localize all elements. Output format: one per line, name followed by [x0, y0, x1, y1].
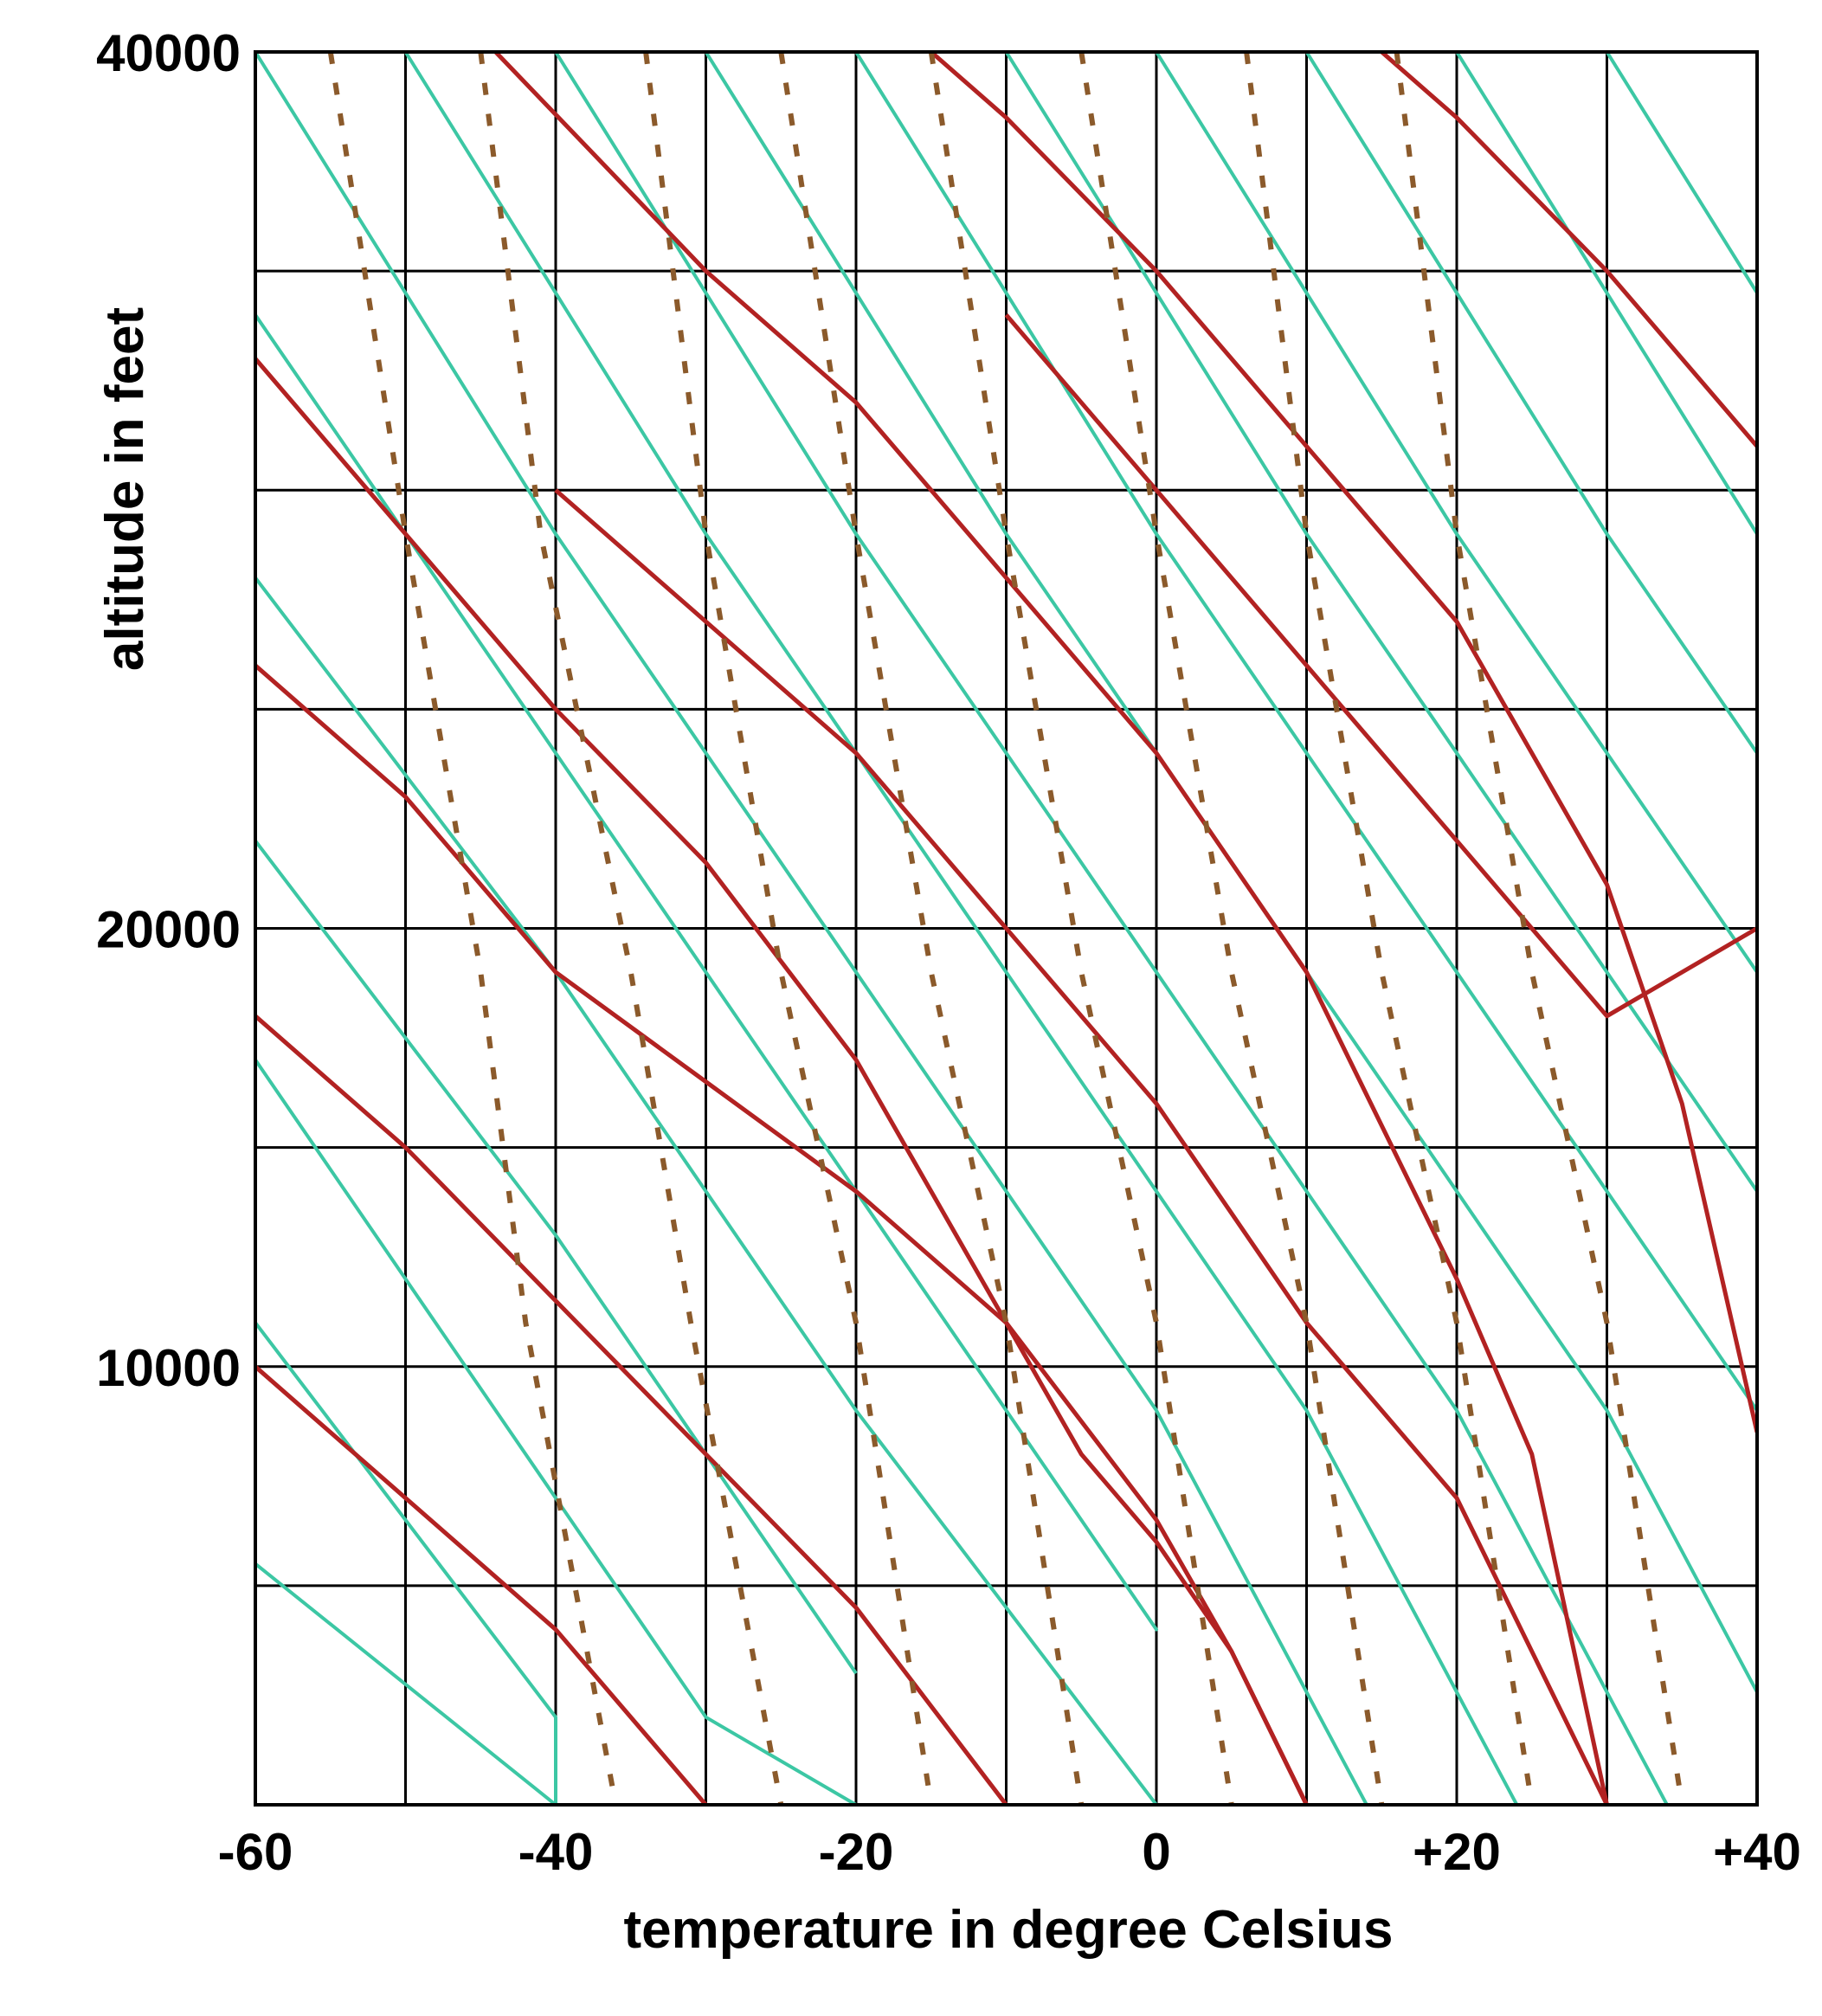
moist-adiabat-line-2: [255, 357, 1309, 1805]
moist-adiabat-line-0: [255, 1364, 708, 1805]
moist-adiabat-line-3: [255, 663, 1309, 1805]
dry-adiabat-line-2: [554, 52, 1669, 1805]
y-tick-labels: 10000 20000 40000: [96, 24, 241, 1397]
moist-adiabat-line-7: [1380, 52, 1757, 448]
dry-adiabat-line-8: [1455, 52, 1757, 535]
y-axis-title: altitude in feet: [95, 307, 155, 671]
moist-adiabat-line-6: [930, 52, 1757, 1433]
moist-adiabat-line-8: [1004, 313, 1757, 1019]
plot-frame: [254, 50, 1759, 1807]
dry-adiabat-line-4: [854, 52, 1757, 1412]
dry-adiabat-line-6: [1155, 52, 1757, 974]
dry-adiabat-line-11: [255, 576, 1158, 1805]
dry-adiabat-line-9: [1605, 52, 1757, 294]
y-tick-label-1: 20000: [96, 901, 241, 959]
moist-adiabat-line-1: [255, 1014, 1008, 1805]
y-tick-label-0: 10000: [96, 1339, 241, 1397]
dry-adiabat-line-1: [403, 52, 1519, 1805]
plot-border: [254, 50, 1759, 1807]
x-tick-labels: -60 -40 -20 0 +20 +40: [218, 1823, 1801, 1881]
x-tick-label-2: -20: [819, 1823, 894, 1881]
x-tick-label-1: -40: [518, 1823, 594, 1881]
dry-adiabat-line-13: [255, 1059, 858, 1805]
x-axis-title: temperature in degree Celsius: [624, 1900, 1394, 1960]
dry-adiabat-line-15: [255, 1562, 557, 1805]
dry-adiabat-line-12: [255, 840, 858, 1675]
x-tick-label-0: -60: [218, 1823, 293, 1881]
dry-adiabat-line-5: [1004, 52, 1757, 1193]
x-tick-label-5: +40: [1713, 1823, 1801, 1881]
moist-adiabats: [255, 52, 1757, 1805]
moist-adiabat-line-4: [493, 52, 1609, 1805]
dry-adiabat-line-0: [255, 52, 1368, 1805]
y-tick-label-2: 40000: [96, 24, 241, 82]
moist-adiabat-line-5: [554, 488, 1609, 1805]
dry-adiabat-line-7: [1304, 52, 1757, 755]
x-tick-label-4: +20: [1413, 1823, 1501, 1881]
x-tick-label-3: 0: [1142, 1823, 1170, 1881]
